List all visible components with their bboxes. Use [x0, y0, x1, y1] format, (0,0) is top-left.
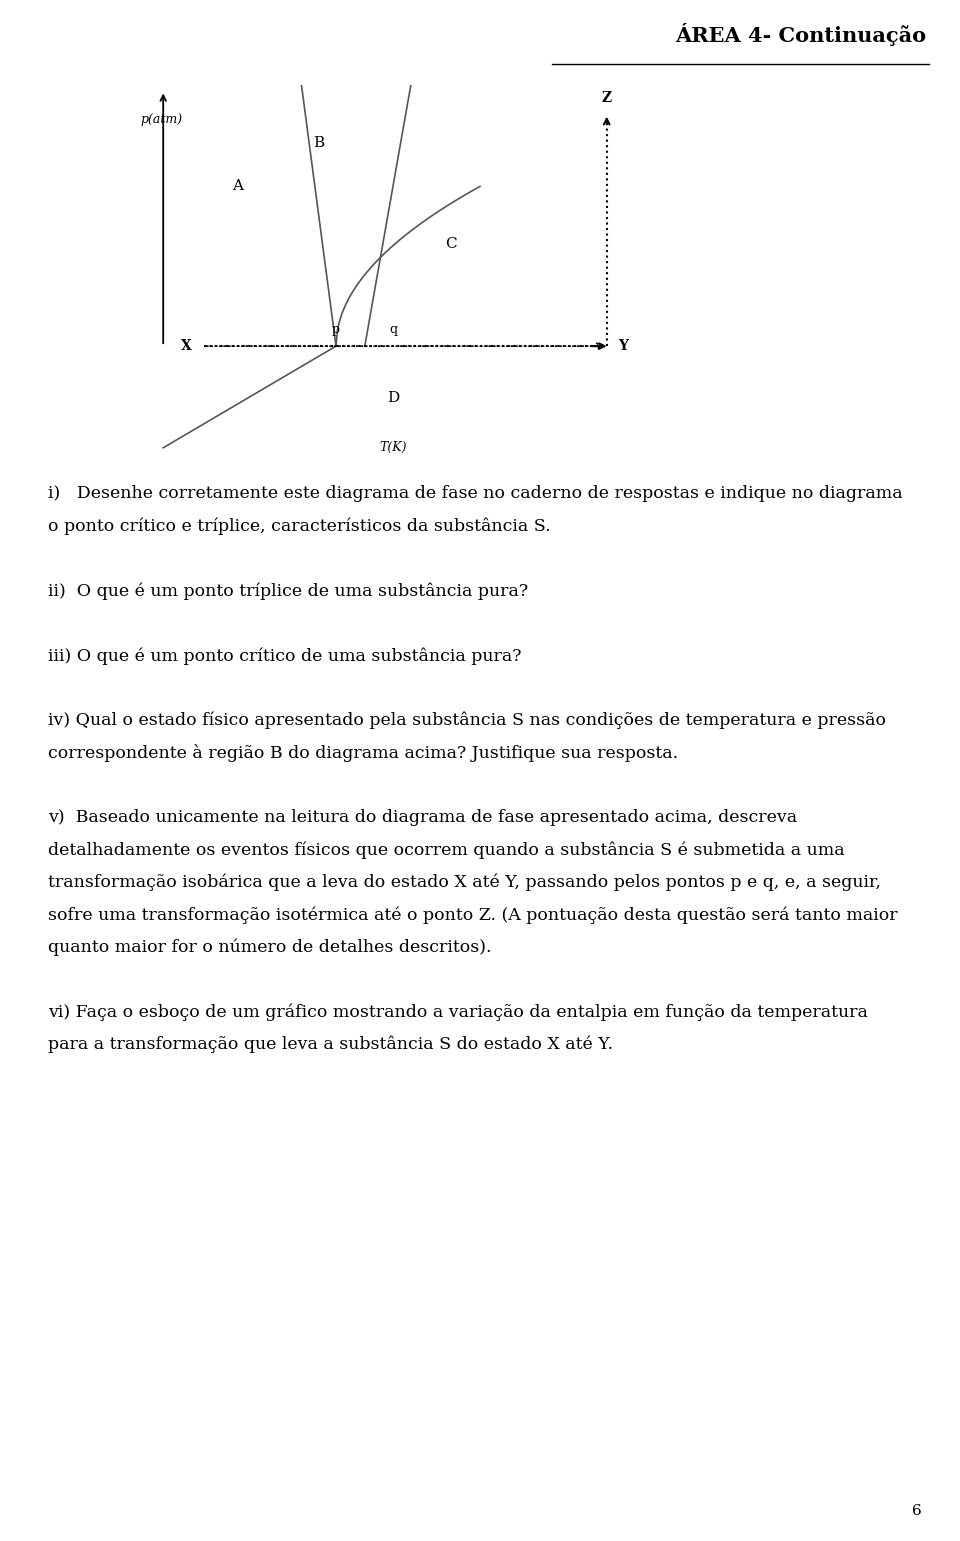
- Text: p(atm): p(atm): [140, 112, 182, 126]
- Text: Y: Y: [618, 339, 628, 353]
- Text: para a transformação que leva a substância S do estado X até Y.: para a transformação que leva a substânc…: [48, 1036, 613, 1053]
- Text: B: B: [313, 136, 324, 149]
- Text: ÁREA 4- Continuação: ÁREA 4- Continuação: [675, 23, 926, 46]
- Text: 6: 6: [912, 1504, 922, 1518]
- Text: C: C: [445, 237, 457, 251]
- Text: D: D: [388, 391, 399, 405]
- Text: iv) Qual o estado físico apresentado pela substância S nas condições de temperat: iv) Qual o estado físico apresentado pel…: [48, 712, 886, 729]
- Text: i)   Desenhe corretamente este diagrama de fase no caderno de respostas e indiqu: i) Desenhe corretamente este diagrama de…: [48, 485, 902, 502]
- Text: vi) Faça o esboço de um gráfico mostrando a variação da entalpia em função da te: vi) Faça o esboço de um gráfico mostrand…: [48, 1003, 868, 1020]
- Text: Z: Z: [602, 91, 612, 105]
- Text: v)  Baseado unicamente na leitura do diagrama de fase apresentado acima, descrev: v) Baseado unicamente na leitura do diag…: [48, 809, 797, 826]
- Text: ii)  O que é um ponto tríplice de uma substância pura?: ii) O que é um ponto tríplice de uma sub…: [48, 582, 528, 599]
- Text: q: q: [390, 324, 397, 336]
- Text: X: X: [181, 339, 192, 353]
- Text: sofre uma transformação isotérmica até o ponto Z. (A pontuação desta questão ser: sofre uma transformação isotérmica até o…: [48, 906, 898, 923]
- Text: iii) O que é um ponto crítico de uma substância pura?: iii) O que é um ponto crítico de uma sub…: [48, 647, 521, 664]
- Text: correspondente à região B do diagrama acima? Justifique sua resposta.: correspondente à região B do diagrama ac…: [48, 744, 678, 763]
- Text: T(K): T(K): [380, 441, 407, 455]
- Text: quanto maior for o número de detalhes descritos).: quanto maior for o número de detalhes de…: [48, 938, 492, 955]
- Text: o ponto crítico e tríplice, característicos da substância S.: o ponto crítico e tríplice, característi…: [48, 518, 551, 535]
- Text: A: A: [232, 179, 244, 194]
- Text: detalhadamente os eventos físicos que ocorrem quando a substância S é submetida : detalhadamente os eventos físicos que oc…: [48, 841, 845, 858]
- Text: transformação isobárica que a leva do estado X até Y, passando pelos pontos p e : transformação isobárica que a leva do es…: [48, 874, 881, 891]
- Text: p: p: [332, 324, 340, 336]
